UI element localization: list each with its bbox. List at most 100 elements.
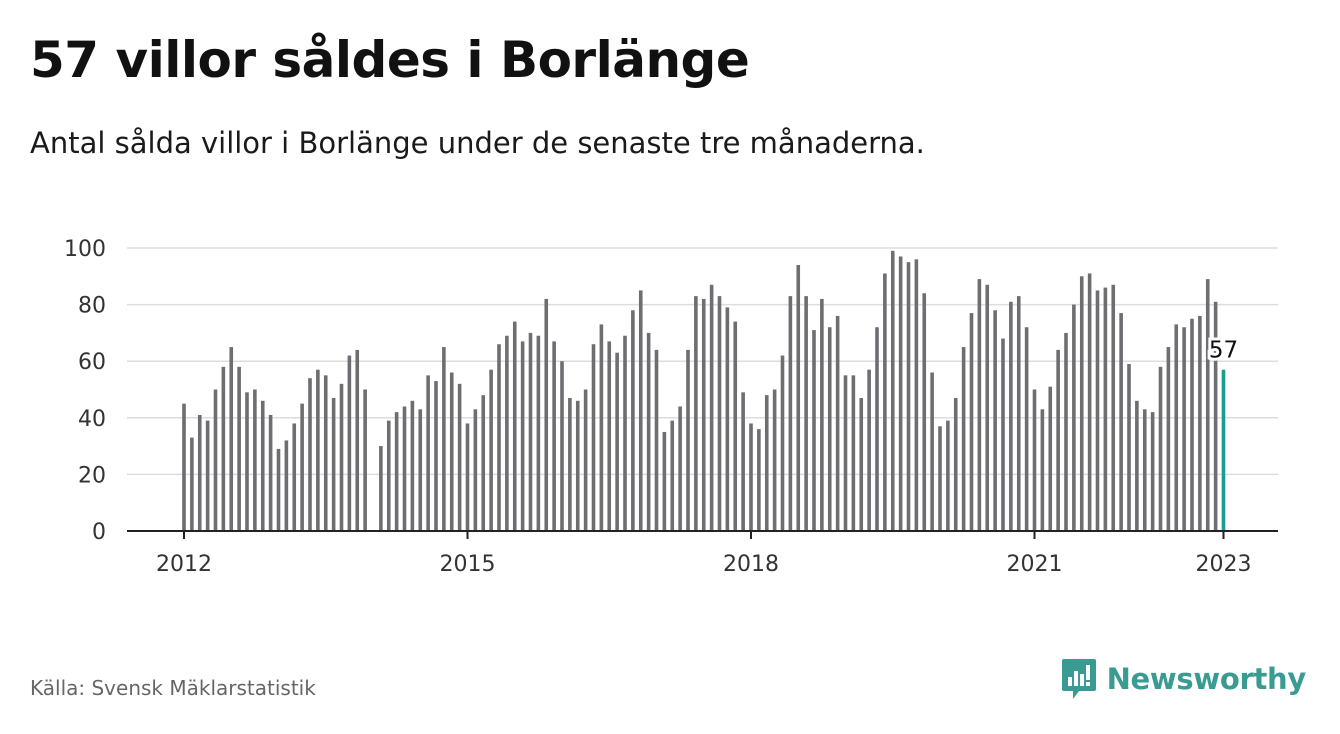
bar bbox=[426, 375, 430, 531]
newsworthy-logo-icon bbox=[1061, 659, 1096, 699]
bar bbox=[1127, 364, 1131, 531]
bar bbox=[245, 392, 249, 531]
bar bbox=[898, 256, 903, 531]
bar bbox=[331, 397, 336, 531]
bar bbox=[1103, 287, 1108, 531]
bar bbox=[449, 372, 454, 531]
bars bbox=[182, 250, 1226, 531]
bar bbox=[757, 429, 761, 531]
bar bbox=[473, 409, 478, 531]
bar bbox=[1166, 347, 1171, 531]
bar bbox=[835, 315, 840, 531]
bar bbox=[1158, 366, 1163, 531]
bar bbox=[1150, 412, 1155, 531]
bar bbox=[520, 341, 525, 531]
bar bbox=[749, 423, 753, 531]
bar bbox=[512, 321, 517, 531]
y-tick-label: 80 bbox=[78, 294, 106, 319]
chart-subtitle: Antal sålda villor i Borlänge under de s… bbox=[30, 126, 925, 160]
bar bbox=[229, 347, 234, 531]
bar bbox=[1198, 315, 1202, 531]
bar bbox=[607, 341, 612, 531]
bar bbox=[575, 400, 580, 531]
y-tick-label: 60 bbox=[78, 350, 106, 375]
bar bbox=[867, 369, 871, 531]
bar bbox=[442, 347, 446, 531]
bar bbox=[190, 437, 194, 531]
bar bbox=[985, 284, 990, 531]
bar bbox=[260, 400, 265, 531]
bar bbox=[772, 389, 777, 531]
bar bbox=[386, 420, 391, 531]
bar bbox=[615, 352, 619, 531]
bar bbox=[969, 313, 974, 531]
bar bbox=[741, 392, 745, 531]
bar bbox=[1032, 389, 1037, 531]
bar bbox=[993, 310, 997, 531]
bar bbox=[1001, 338, 1005, 531]
bar bbox=[528, 332, 533, 531]
bar bbox=[890, 250, 895, 531]
bar bbox=[292, 423, 297, 531]
bar bbox=[725, 307, 730, 531]
bar bbox=[552, 341, 556, 531]
bar bbox=[1048, 386, 1053, 531]
x-tick-label: 2018 bbox=[723, 552, 779, 577]
y-tick-label: 40 bbox=[78, 407, 106, 432]
bar bbox=[796, 264, 801, 531]
bar bbox=[686, 349, 690, 531]
chart-title: 57 villor såldes i Borlänge bbox=[30, 31, 750, 89]
bar bbox=[221, 366, 226, 531]
bar bbox=[457, 383, 462, 531]
brand-logo[interactable]: Newsworthy bbox=[1061, 657, 1306, 701]
bar bbox=[812, 330, 816, 531]
y-tick-label: 20 bbox=[78, 463, 106, 488]
x-axis: 2012 2015 2018 2021 2023 bbox=[127, 530, 1278, 577]
brand-name: Newsworthy bbox=[1106, 662, 1307, 696]
bar bbox=[780, 355, 785, 531]
bar bbox=[638, 290, 643, 531]
bar bbox=[733, 321, 738, 531]
highlight-value-label: 57 bbox=[1209, 338, 1238, 364]
bar bbox=[434, 381, 438, 531]
bar bbox=[631, 310, 635, 531]
bar bbox=[583, 389, 588, 531]
bar bbox=[505, 335, 509, 531]
bar bbox=[1213, 301, 1218, 531]
bar bbox=[1182, 327, 1186, 531]
bar bbox=[1040, 409, 1045, 531]
bar bbox=[930, 372, 934, 531]
bar bbox=[820, 298, 824, 531]
bar bbox=[670, 420, 675, 531]
source-label: Källa: Svensk Mäklarstatistik bbox=[30, 676, 316, 700]
bar bbox=[1190, 318, 1194, 531]
bar bbox=[284, 440, 289, 531]
bar bbox=[544, 298, 549, 531]
bar bbox=[1095, 290, 1100, 531]
bar bbox=[1119, 313, 1123, 531]
bar bbox=[717, 296, 722, 531]
bar bbox=[623, 335, 627, 531]
bar bbox=[316, 369, 320, 531]
y-tick-label: 100 bbox=[64, 237, 106, 262]
bar bbox=[1024, 327, 1029, 531]
bar bbox=[481, 395, 486, 531]
bar bbox=[323, 375, 328, 531]
x-tick-label: 2023 bbox=[1196, 552, 1252, 577]
bar bbox=[197, 414, 202, 531]
bar bbox=[851, 375, 856, 531]
bar bbox=[465, 423, 470, 531]
bar bbox=[1205, 279, 1210, 531]
bar bbox=[764, 395, 769, 531]
bar bbox=[410, 400, 415, 531]
bar bbox=[804, 296, 808, 531]
bar bbox=[268, 414, 273, 531]
annotations: 57 bbox=[1206, 335, 1241, 367]
bar-highlight bbox=[1221, 369, 1226, 531]
bar bbox=[646, 332, 651, 531]
bar bbox=[843, 375, 848, 531]
bar bbox=[709, 284, 714, 531]
bar bbox=[662, 431, 667, 531]
bar bbox=[859, 397, 864, 531]
bar bbox=[678, 406, 682, 531]
